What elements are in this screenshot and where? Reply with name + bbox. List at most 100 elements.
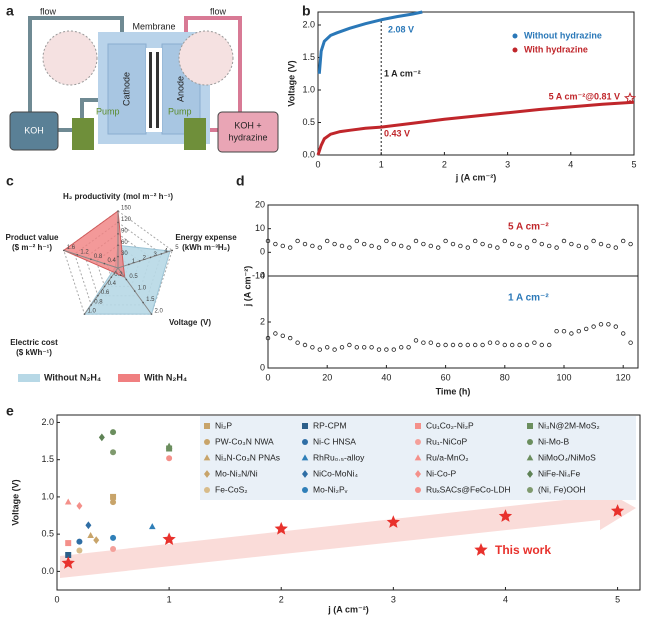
x-axis-label: Time (h)	[436, 386, 471, 396]
panel-label: c	[6, 173, 14, 189]
tank-label: KOH	[24, 125, 44, 135]
data-point	[406, 345, 411, 350]
tank-label: hydrazine	[228, 132, 267, 142]
data-point	[480, 241, 485, 247]
data-point	[591, 238, 596, 244]
axis-tick-label: 1.0	[87, 309, 96, 315]
marker	[204, 487, 210, 493]
axis-tick-label: 1.0	[138, 286, 147, 292]
data-point	[524, 245, 530, 250]
tank-label: KOH +	[234, 120, 261, 130]
marker	[415, 439, 421, 445]
marker	[302, 470, 308, 478]
axis-tick	[83, 313, 86, 315]
axis-tick-label: 2.0	[155, 309, 164, 315]
marker	[527, 439, 533, 445]
marker	[274, 521, 288, 535]
data-point	[517, 243, 522, 249]
legend-label: RuₓSACs@FeCo-LDH	[426, 484, 511, 494]
data-point	[273, 241, 278, 247]
radar-area	[62, 210, 126, 279]
panel-label: a	[6, 3, 14, 19]
legend-label: Mo-Ni₃N/Ni	[215, 468, 258, 478]
x-tick-label: 120	[616, 372, 631, 382]
data-point	[450, 241, 456, 247]
data-point	[539, 342, 544, 348]
data-point	[428, 243, 433, 249]
data-point	[436, 342, 441, 348]
data-point	[280, 333, 285, 338]
data-point	[502, 342, 507, 348]
marker	[610, 504, 625, 517]
marker	[527, 487, 533, 493]
marker	[302, 439, 308, 445]
pipe	[28, 16, 124, 112]
data-point	[428, 340, 433, 345]
plot-frame	[267, 204, 639, 277]
data-point	[376, 245, 382, 250]
y-tick-label: 2.0	[302, 19, 315, 29]
data-point	[399, 243, 404, 249]
panel-label: b	[302, 3, 311, 19]
data-point	[347, 342, 352, 348]
y-tick-label: 0.0	[302, 149, 315, 159]
y-tick-label: 4	[260, 270, 265, 280]
data-point	[628, 340, 633, 345]
data-line	[317, 10, 423, 74]
x-tick-label: 80	[500, 372, 510, 382]
data-point	[369, 345, 374, 350]
axis-tick	[76, 253, 79, 256]
marker	[474, 543, 488, 556]
diagram: a flow flow Membrane Cathode Anode KOH P…	[6, 3, 279, 153]
y-tick-label: 1.0	[41, 491, 54, 501]
data-point	[584, 326, 589, 332]
data-point	[487, 340, 493, 345]
spoke	[117, 249, 173, 269]
marker	[110, 499, 117, 506]
data-point	[547, 342, 552, 348]
data-point	[606, 322, 611, 327]
data-point	[443, 342, 448, 348]
axis-name-text: Electric cost	[10, 338, 58, 347]
data-point	[598, 241, 604, 247]
marker	[498, 509, 513, 522]
data-point	[413, 238, 419, 244]
legend-label: NiFe-Ni₄Fe	[538, 468, 580, 478]
data-point	[317, 347, 322, 352]
annotation: 5 A cm⁻²@0.81 V	[549, 91, 620, 101]
marker	[110, 534, 117, 541]
tank	[217, 111, 279, 153]
electrode	[149, 52, 152, 128]
data-point	[354, 345, 359, 350]
marker	[526, 454, 534, 461]
data-point	[458, 243, 463, 249]
axis-unit: (V)	[200, 318, 211, 327]
data-point	[310, 243, 315, 249]
marker	[527, 423, 533, 429]
data-point	[569, 241, 574, 247]
data-point	[517, 342, 522, 348]
axis-tick	[117, 233, 119, 235]
x-tick-label: 2	[442, 159, 447, 169]
axis-tick-label: 4	[164, 248, 168, 254]
axis-tick-label: 0.2	[114, 272, 123, 278]
axis-tick-label: 3	[154, 252, 158, 258]
marker	[204, 470, 210, 478]
data-point	[317, 245, 322, 250]
data-point	[332, 347, 337, 352]
marker	[623, 91, 637, 104]
marker	[110, 429, 117, 436]
data-point	[502, 238, 507, 244]
axis-unit: ($ m⁻² h⁻¹)	[12, 243, 52, 252]
annotation: 0.43 V	[384, 128, 410, 138]
plot-frame	[317, 11, 635, 156]
pump	[184, 118, 206, 150]
data-point	[539, 241, 544, 247]
data-point	[288, 335, 293, 341]
data-point	[598, 322, 604, 327]
y-tick-label: 0	[260, 362, 265, 372]
data-point	[569, 331, 574, 336]
y-tick-label: 1.5	[302, 52, 315, 62]
axis-tick-label: 0.6	[101, 290, 110, 296]
y-tick-label: 10	[255, 223, 265, 233]
